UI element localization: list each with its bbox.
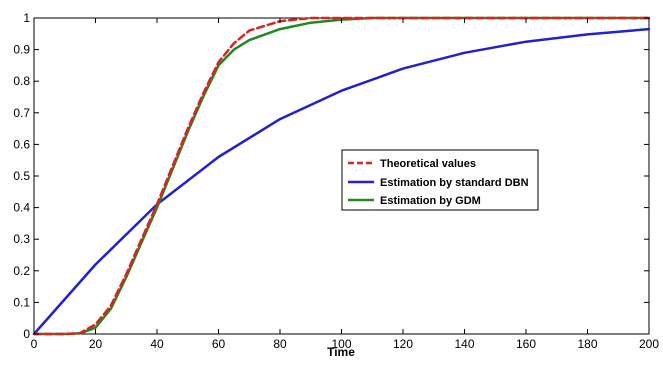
legend: Theoretical values Estimation by standar… [341,149,539,211]
x-tick-label: 140 [454,337,474,351]
y-tick-label: 0.1 [13,295,30,309]
y-tick-label: 0.4 [13,201,30,215]
series-layer [32,16,651,336]
y-tick-label: 1 [23,11,30,25]
legend-box [341,149,539,211]
x-tick-label: 20 [89,337,103,351]
x-tick-label: 180 [577,337,597,351]
x-tick-label: 60 [212,337,226,351]
x-axis-label: Time [327,345,355,359]
y-tick-label: 0.7 [13,106,30,120]
x-tick-label: 40 [150,337,164,351]
ticks-layer: 0 20 40 60 80 100 120 140 160 180 200 0 0.1 0.2 0.3 0.4… [13,11,659,351]
legend-label-theoretical: Theoretical values [380,158,476,170]
series-line-theoretical [32,16,651,336]
legend-label-dbn: Estimation by standard DBN [380,177,529,189]
y-tick-label: 0.6 [13,137,30,151]
x-tick-label: 120 [393,337,413,351]
x-tick-label: 160 [516,337,536,351]
y-tick-label: 0 [23,327,30,341]
x-tick-label: 100 [331,337,351,351]
series-line-dbn [32,27,651,336]
x-tick-label: 80 [273,337,287,351]
x-tick-label: 200 [639,337,659,351]
y-tick-label: 0.8 [13,74,30,88]
y-tick-label: 0.5 [13,169,30,183]
legend-label-gdm: Estimation by GDM [380,195,481,207]
y-tick-label: 0.3 [13,232,30,246]
y-tick-label: 0.2 [13,264,30,278]
x-tick-label: 0 [31,337,38,351]
y-tick-label: 0.9 [13,43,30,57]
